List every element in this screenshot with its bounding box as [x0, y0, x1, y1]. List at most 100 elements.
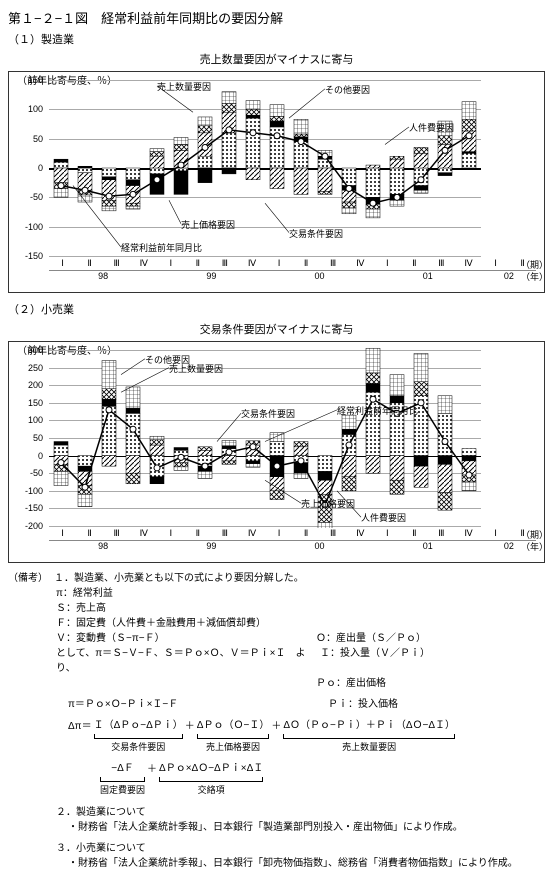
bar-seg	[102, 206, 116, 211]
bar-seg	[150, 477, 164, 484]
x-category: Ⅱ	[76, 258, 103, 269]
bar-seg	[270, 491, 284, 500]
bar-seg	[222, 440, 236, 445]
bar-seg	[174, 171, 188, 194]
gridline	[49, 491, 481, 492]
bar-seg	[438, 396, 452, 414]
bar-seg	[174, 463, 188, 467]
bar-seg	[342, 208, 356, 214]
bar-seg	[390, 396, 404, 403]
bar-seg	[150, 440, 164, 445]
bar-seg	[390, 168, 404, 194]
bar-seg	[54, 168, 68, 183]
gridline	[49, 385, 481, 386]
gridline	[49, 473, 481, 474]
annotation-label: 売上数量要因	[157, 80, 211, 93]
bar-seg	[126, 180, 140, 186]
bar-seg	[174, 150, 188, 168]
bar-seg	[150, 156, 164, 168]
chart: （前年比寄与度、％）-200-150-100-50050100150200250…	[8, 341, 545, 563]
bar-seg	[126, 206, 140, 209]
bar-seg	[462, 449, 476, 456]
line-point	[442, 147, 448, 153]
x-category: Ⅲ	[211, 528, 238, 539]
ytick-label: 100	[11, 104, 43, 114]
line-point	[322, 153, 328, 159]
ytick-label: 0	[11, 451, 43, 461]
gridline	[49, 526, 481, 527]
annotation-label: その他要因	[325, 83, 370, 96]
bar-seg	[246, 441, 260, 445]
bar-seg	[54, 159, 68, 162]
bar-seg	[318, 159, 332, 168]
x-category: Ⅱ	[293, 528, 320, 539]
x-category: Ⅳ	[130, 258, 157, 269]
bar-seg	[246, 109, 260, 115]
bar-seg	[102, 389, 116, 400]
bar-seg	[246, 101, 260, 110]
x-category: Ⅲ	[428, 258, 455, 269]
annotation-label: 人件費要因	[409, 121, 454, 134]
x-category: Ⅰ	[49, 258, 76, 269]
bar-seg	[366, 209, 380, 218]
ytick-label: 150	[11, 75, 43, 85]
bar-seg	[198, 117, 212, 126]
bar-seg	[126, 456, 140, 474]
bar-seg	[414, 190, 428, 193]
line-point	[154, 465, 160, 471]
bar-seg	[414, 466, 428, 487]
ytick-label: 100	[11, 415, 43, 425]
line-point	[106, 407, 112, 413]
x-group: 98	[49, 270, 157, 281]
bar-seg	[390, 456, 404, 481]
bar-seg	[318, 150, 332, 156]
x-category: Ⅰ	[157, 258, 184, 269]
bar-seg	[150, 174, 164, 195]
bar-seg	[78, 173, 92, 191]
line-point	[274, 463, 280, 469]
bar-seg	[414, 168, 428, 186]
ytick-label: 150	[11, 398, 43, 408]
bar-seg	[150, 149, 164, 152]
x-groups: 9899000102	[49, 270, 536, 281]
x-category: Ⅰ	[266, 258, 293, 269]
bar-seg	[342, 190, 356, 202]
bar-seg	[246, 115, 260, 118]
x-category: Ⅱ	[184, 528, 211, 539]
bar-seg	[270, 127, 284, 168]
bar-seg	[366, 197, 380, 204]
ytick-label: -150	[11, 251, 43, 261]
annotation-label: 交易条件要因	[289, 227, 343, 240]
chart-subtitle: （２）小売業	[8, 301, 545, 317]
line-point	[106, 193, 112, 199]
bar-seg	[150, 445, 164, 456]
x-category: Ⅰ	[482, 258, 509, 269]
gridline	[49, 508, 481, 509]
annotation-label: 売上価格要因	[301, 497, 355, 510]
bar-seg	[126, 387, 140, 408]
bar-seg	[294, 142, 308, 168]
ytick-label: -100	[11, 486, 43, 496]
x-category: Ⅲ	[103, 528, 130, 539]
x-group: 01	[374, 540, 482, 551]
bar-seg	[294, 463, 308, 474]
gridline	[49, 227, 481, 228]
bar-seg	[222, 92, 236, 104]
ytick-label: -200	[11, 521, 43, 531]
bar-seg	[294, 134, 308, 137]
ytick-label: 250	[11, 363, 43, 373]
chart-subtitle: （１）製造業	[8, 31, 545, 47]
bar-seg	[342, 186, 356, 191]
chart-svg	[9, 342, 481, 528]
line-point	[82, 484, 88, 490]
bar-seg	[462, 102, 476, 120]
x-category: Ⅳ	[455, 528, 482, 539]
x-group: 99	[157, 270, 265, 281]
page-title: 第１−２−１図 経常利益前年同期比の要因分解	[8, 8, 545, 27]
bar-seg	[270, 168, 284, 189]
ytick-label: -150	[11, 503, 43, 513]
bar-seg	[342, 202, 356, 208]
bar-seg	[318, 156, 332, 159]
bar-seg	[318, 456, 332, 472]
line-point	[154, 177, 160, 183]
